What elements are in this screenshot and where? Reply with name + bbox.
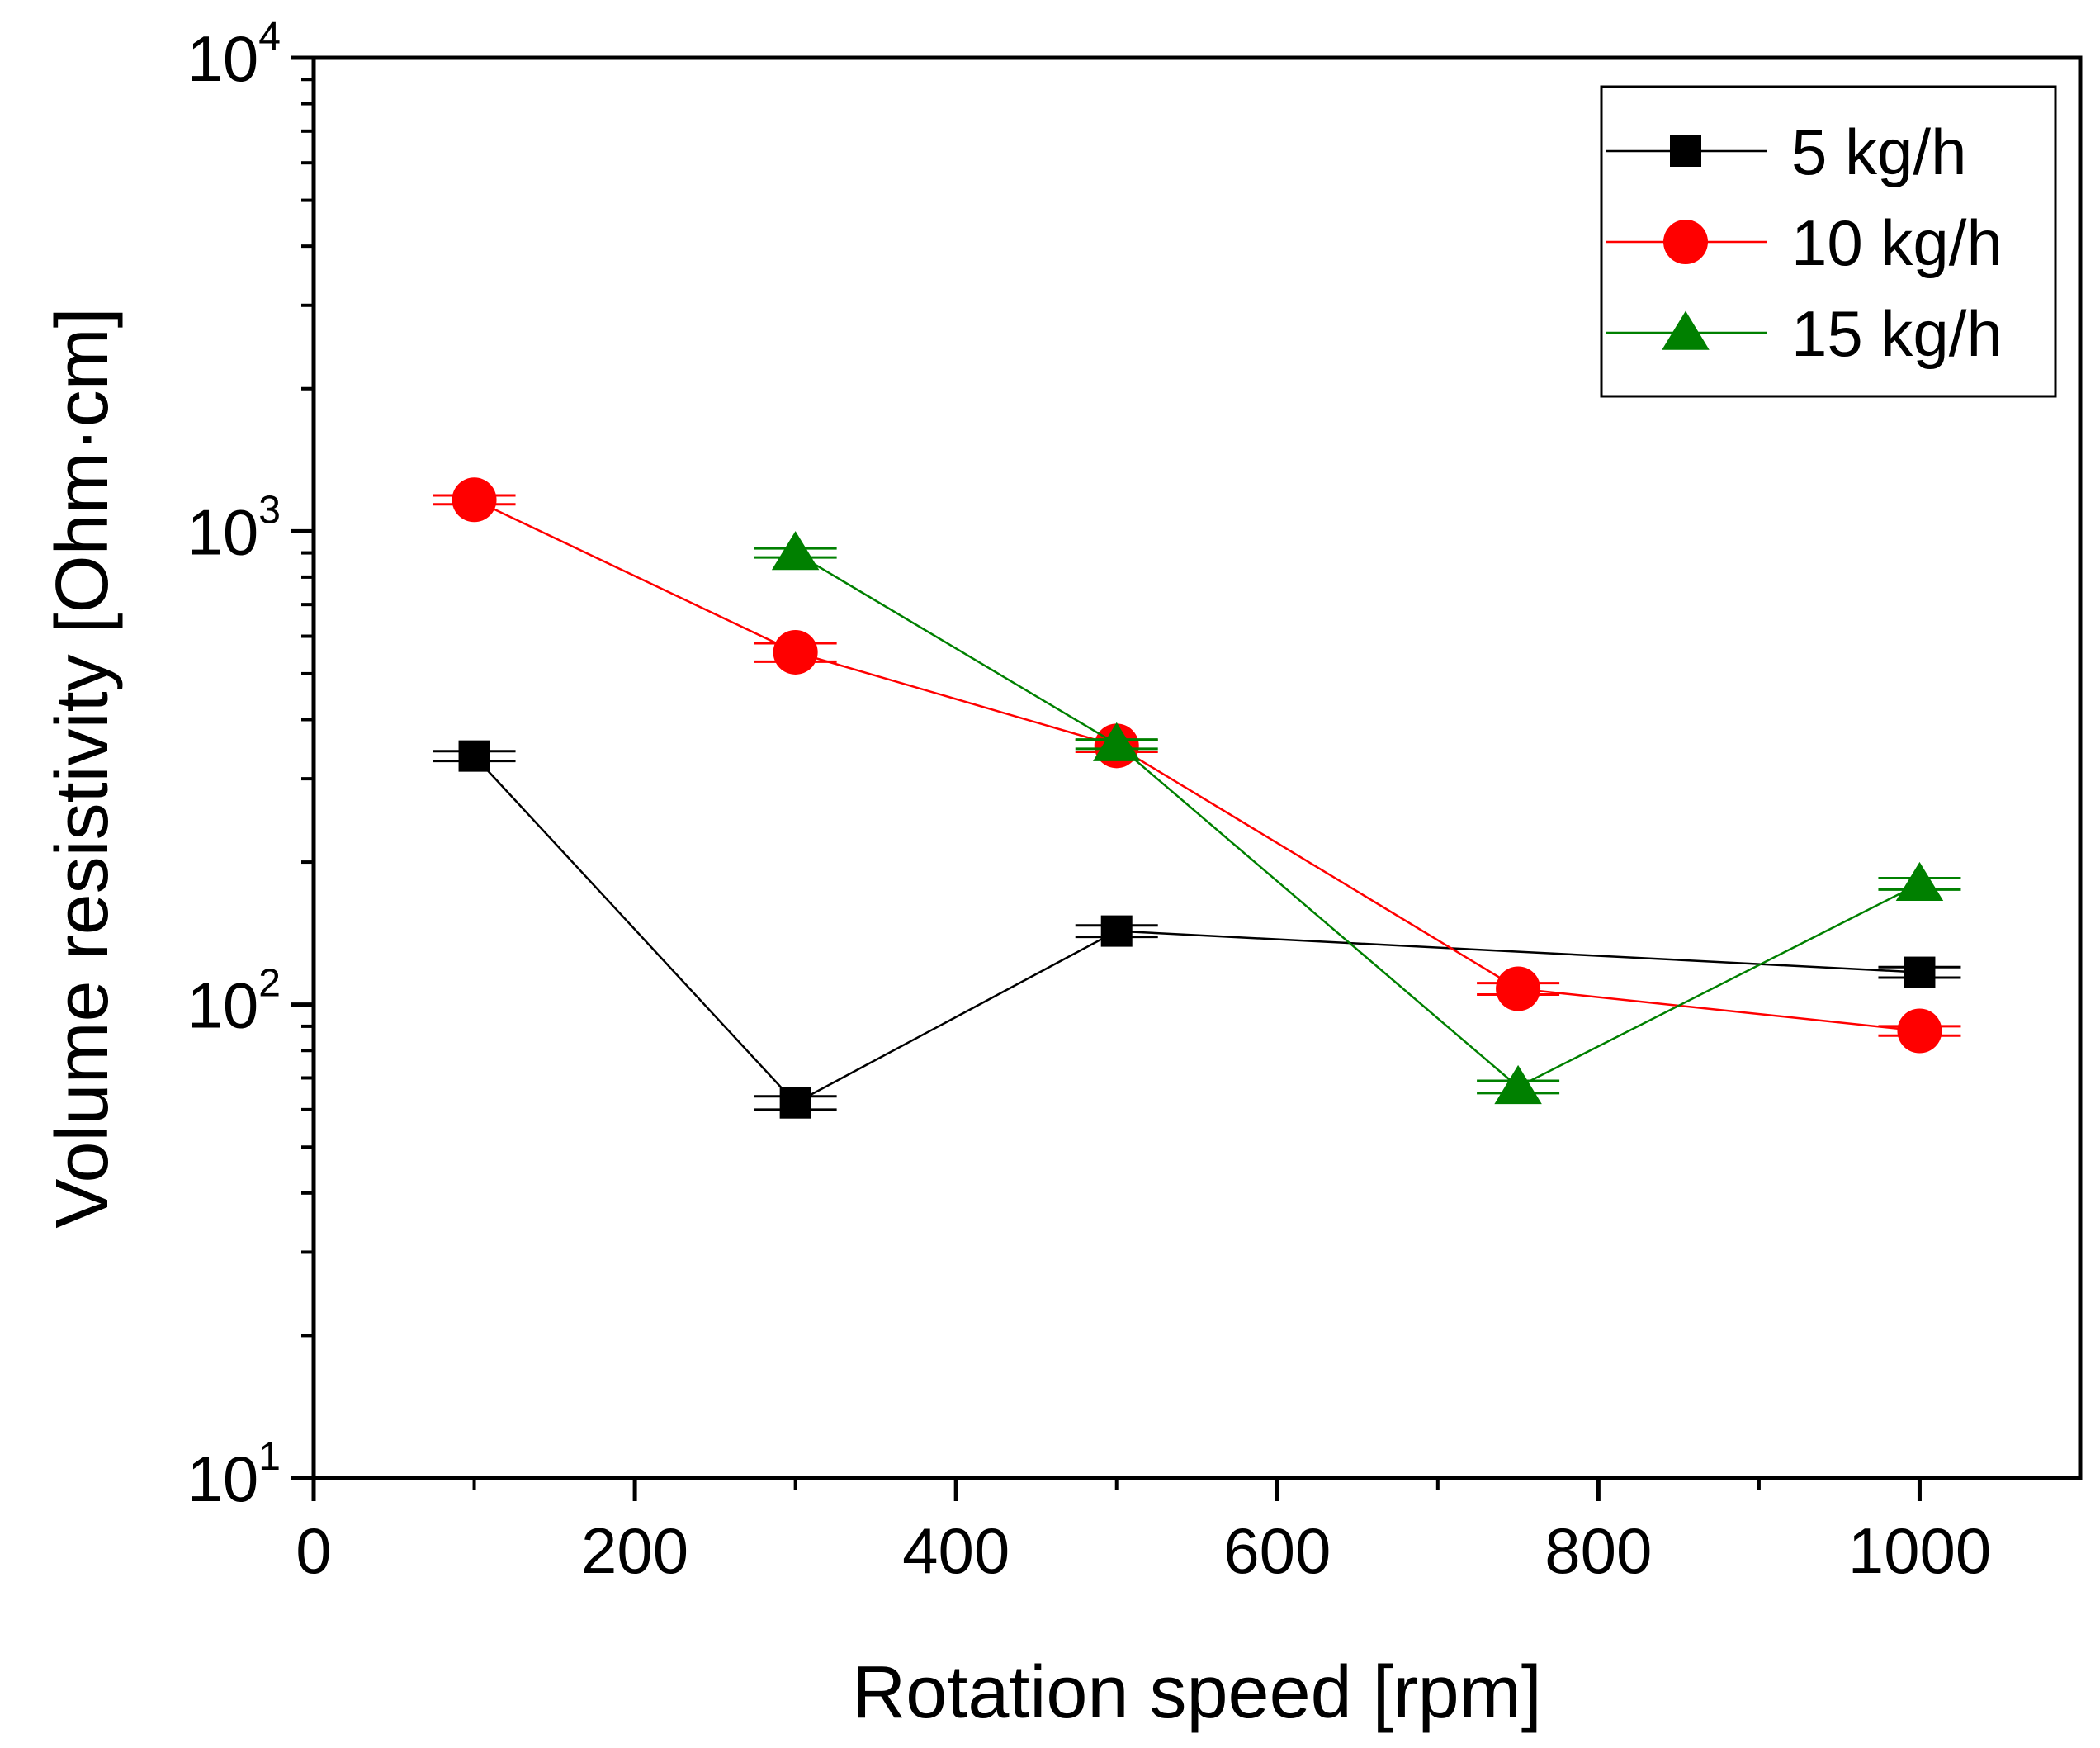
y-axis-title: Volume resistivity [Ohm·cm] <box>41 307 124 1228</box>
x-axis-title: Rotation speed [rpm] <box>852 1651 1541 1734</box>
x-tick-label: 200 <box>581 1514 688 1587</box>
data-point <box>779 1087 811 1119</box>
data-point <box>458 740 490 772</box>
legend-label: 15 kg/h <box>1791 297 2003 370</box>
series-3 <box>754 531 1961 1105</box>
data-point <box>452 477 497 523</box>
y-tick-label: 101 <box>187 1435 281 1515</box>
data-point <box>773 629 818 675</box>
x-tick-label: 400 <box>902 1514 1010 1587</box>
legend-marker <box>1670 135 1701 167</box>
series-1 <box>433 740 1961 1119</box>
x-tick-label: 600 <box>1223 1514 1331 1587</box>
plot-frame <box>311 55 2083 1480</box>
data-point <box>1092 722 1141 761</box>
legend-marker <box>1663 220 1708 264</box>
legend: 5 kg/h 10 kg/h 15 kg/h <box>1600 85 2057 398</box>
data-point <box>1496 966 1541 1011</box>
data-point <box>1897 1008 1942 1054</box>
legend-label: 5 kg/h <box>1791 116 1966 188</box>
y-tick-label: 103 <box>187 488 281 568</box>
y-tick-label: 102 <box>187 962 281 1042</box>
x-tick-label: 1000 <box>1848 1514 1992 1587</box>
legend-marker <box>1662 310 1710 350</box>
data-point <box>1494 1064 1542 1105</box>
series-line <box>473 755 1920 1105</box>
data-point <box>771 531 820 571</box>
data-point <box>1100 915 1133 947</box>
data-point <box>1904 956 1936 988</box>
series-line <box>794 552 1921 1088</box>
y-tick-label: 104 <box>187 15 281 95</box>
x-tick-label: 800 <box>1544 1514 1652 1587</box>
data-point <box>1895 861 1944 902</box>
legend-label: 10 kg/h <box>1791 206 2003 279</box>
x-tick-label: 0 <box>296 1514 331 1587</box>
